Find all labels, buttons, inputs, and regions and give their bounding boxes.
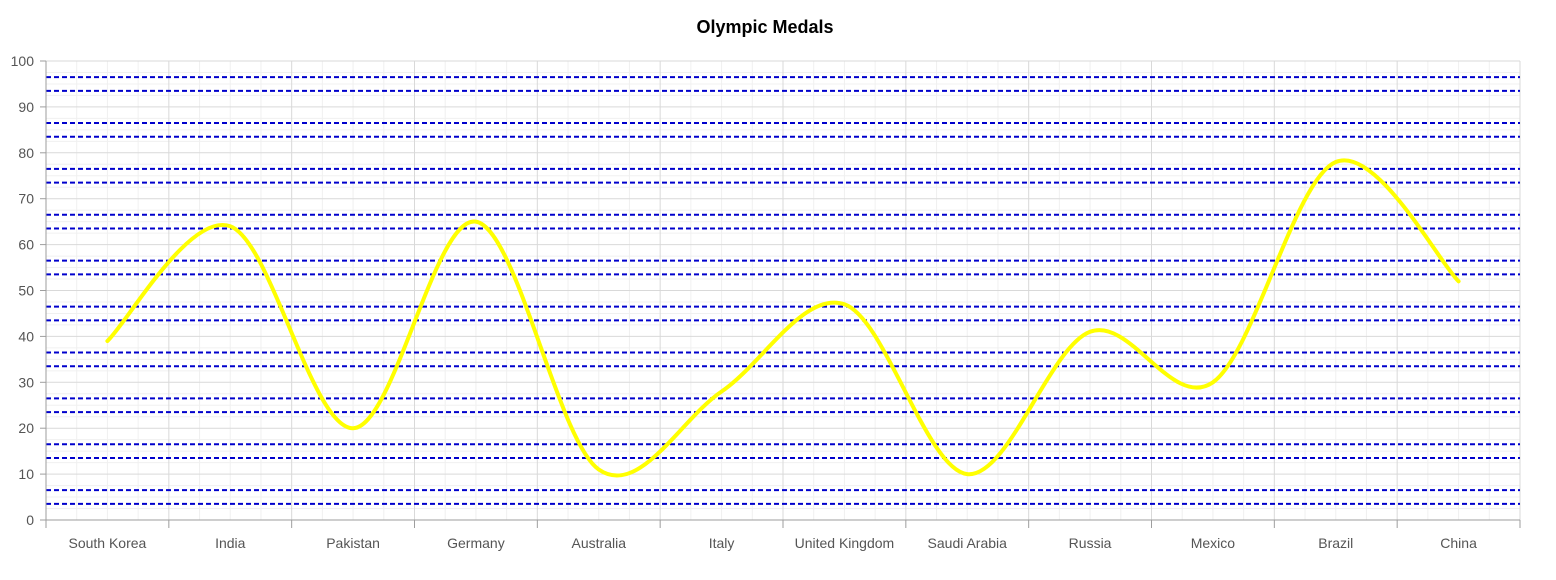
y-tick-label: 100	[11, 53, 35, 69]
x-tick-label: Pakistan	[326, 535, 380, 551]
x-tick-label: Italy	[709, 535, 735, 551]
y-tick-label: 80	[18, 145, 34, 161]
x-tick-label: Saudi Arabia	[928, 535, 1008, 551]
x-tick-label: India	[215, 535, 246, 551]
x-tick-label: Australia	[572, 535, 627, 551]
data-point	[1334, 160, 1338, 164]
y-tick-label: 30	[18, 374, 34, 390]
x-tick-label: Germany	[447, 535, 505, 551]
y-tick-label: 20	[18, 420, 34, 436]
y-tick-label: 10	[18, 466, 34, 482]
data-point	[105, 339, 109, 343]
y-tick-label: 0	[26, 512, 34, 528]
x-tick-label: Brazil	[1318, 535, 1353, 551]
chart-title: Olympic Medals	[696, 17, 834, 37]
data-point	[351, 426, 355, 430]
y-tick-label: 40	[18, 328, 34, 344]
x-tick-label: South Korea	[68, 535, 146, 551]
data-point	[228, 224, 232, 228]
data-point	[474, 220, 478, 224]
y-tick-label: 60	[18, 237, 34, 253]
data-point	[597, 468, 601, 472]
x-tick-label: Mexico	[1191, 535, 1236, 551]
data-point	[1457, 279, 1461, 283]
y-tick-label: 90	[18, 99, 34, 115]
data-point	[965, 472, 969, 476]
y-tick-label: 50	[18, 283, 34, 299]
x-tick-label: China	[1440, 535, 1477, 551]
y-tick-label: 70	[18, 191, 34, 207]
data-point	[720, 389, 724, 393]
series-line	[105, 158, 1461, 478]
data-point	[1088, 330, 1092, 334]
data-point	[1211, 380, 1215, 384]
data-point	[842, 302, 846, 306]
x-tick-label: Russia	[1069, 535, 1112, 551]
x-tick-label: United Kingdom	[795, 535, 895, 551]
